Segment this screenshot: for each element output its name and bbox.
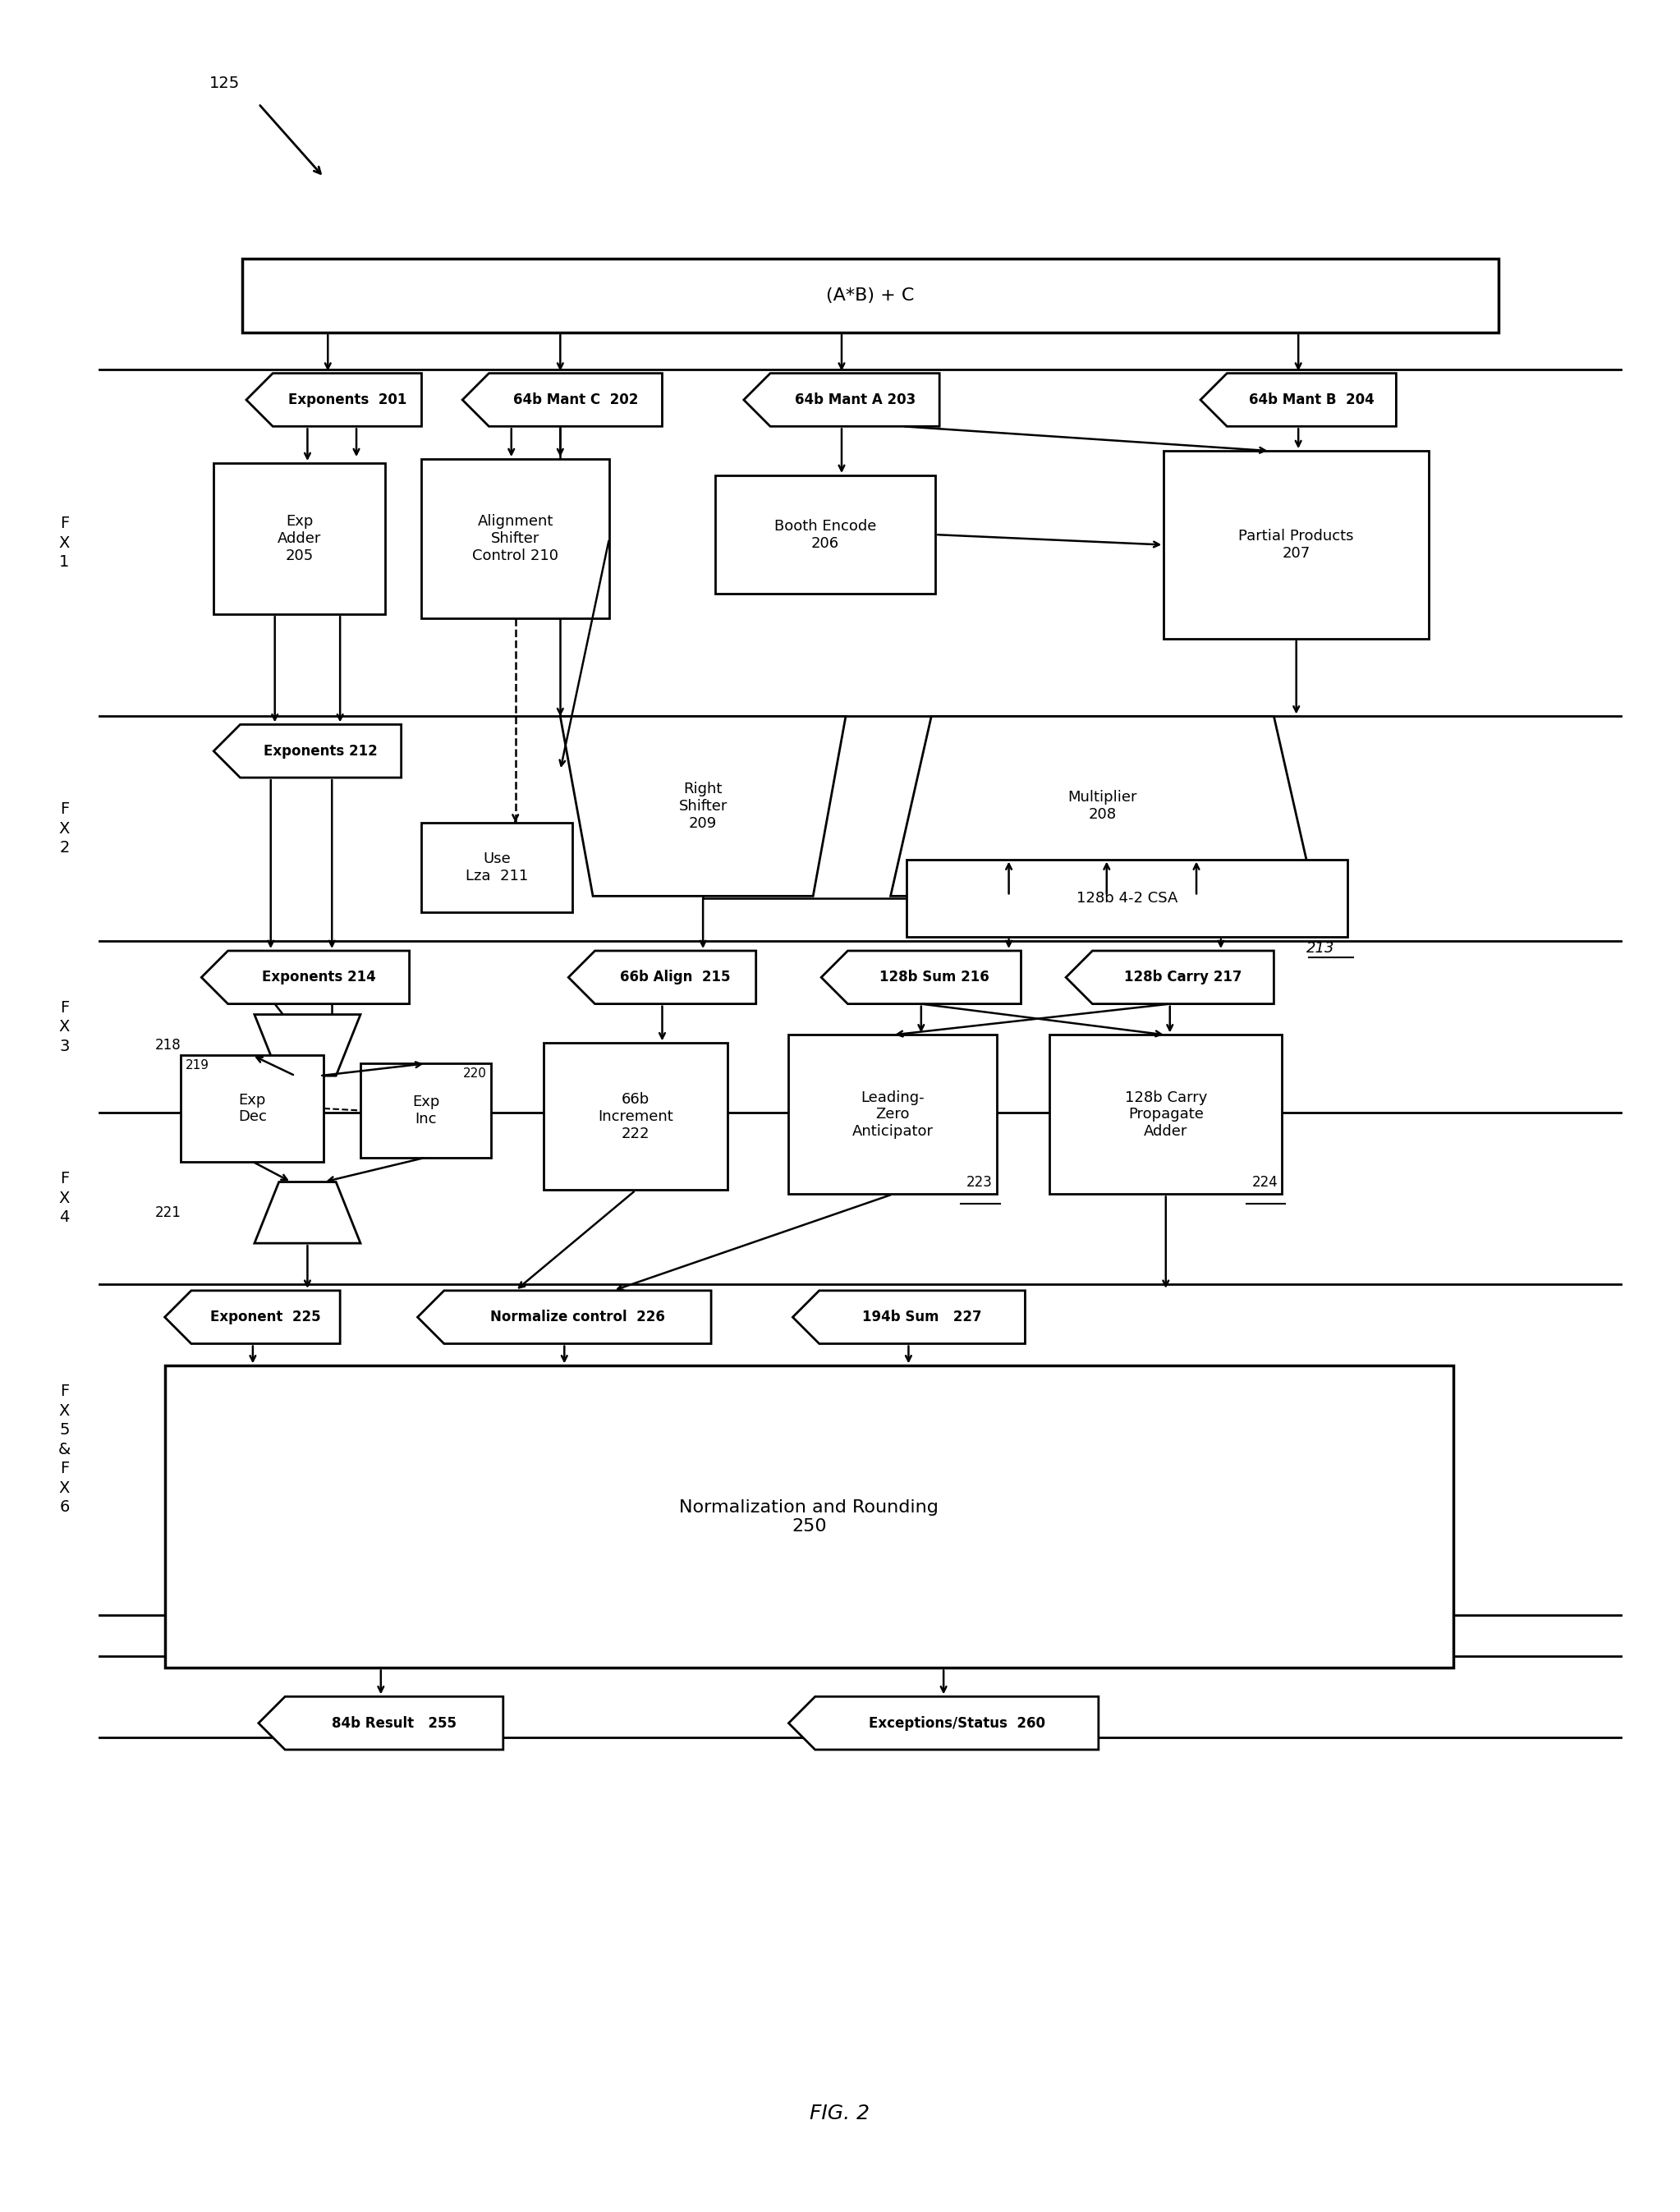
Text: (A*B) + C: (A*B) + C [827, 288, 914, 303]
Text: 218: 218 [155, 1037, 181, 1053]
Bar [1050, 1035, 1282, 1194]
Polygon shape [254, 1015, 361, 1075]
Text: 128b Sum 216: 128b Sum 216 [880, 969, 990, 984]
Text: F
X
1: F X 1 [59, 515, 71, 571]
Polygon shape [890, 717, 1315, 896]
Polygon shape [1201, 374, 1396, 427]
Text: Exceptions/Status  260: Exceptions/Status 260 [869, 1717, 1045, 1730]
Text: Normalization and Rounding
250: Normalization and Rounding 250 [679, 1500, 939, 1535]
Text: Exponent  225: Exponent 225 [210, 1310, 321, 1325]
Text: 64b Mant C  202: 64b Mant C 202 [512, 392, 638, 407]
Bar [213, 462, 385, 615]
Text: 219: 219 [185, 1060, 208, 1073]
Bar [242, 259, 1499, 332]
Text: 128b 4-2 CSA: 128b 4-2 CSA [1077, 891, 1178, 905]
Text: Leading-
Zero
Anticipator: Leading- Zero Anticipator [852, 1091, 934, 1139]
Text: F
X
3: F X 3 [59, 1000, 71, 1053]
Polygon shape [462, 374, 662, 427]
Text: 128b Carry
Propagate
Adder: 128b Carry Propagate Adder [1124, 1091, 1206, 1139]
Polygon shape [788, 1697, 1099, 1750]
Bar [544, 1044, 727, 1190]
Text: 221: 221 [155, 1206, 181, 1221]
Text: 194b Sum   227: 194b Sum 227 [862, 1310, 981, 1325]
Text: Right
Shifter
209: Right Shifter 209 [679, 781, 727, 832]
Text: FIG. 2: FIG. 2 [810, 2104, 870, 2124]
Text: 224: 224 [1252, 1175, 1278, 1190]
Bar [1164, 451, 1428, 639]
Bar [165, 1365, 1453, 1668]
Text: 223: 223 [966, 1175, 993, 1190]
Bar [181, 1055, 324, 1161]
Polygon shape [202, 951, 410, 1004]
Polygon shape [568, 951, 756, 1004]
Text: Alignment
Shifter
Control 210: Alignment Shifter Control 210 [472, 513, 558, 564]
Bar [422, 823, 573, 911]
Bar [422, 460, 610, 619]
Polygon shape [559, 717, 845, 896]
Polygon shape [165, 1290, 339, 1343]
Text: 220: 220 [464, 1068, 487, 1079]
Polygon shape [259, 1697, 504, 1750]
Bar [788, 1035, 996, 1194]
Text: Exponents 214: Exponents 214 [262, 969, 376, 984]
Text: 125: 125 [210, 75, 240, 91]
Polygon shape [418, 1290, 711, 1343]
Text: Partial Products
207: Partial Products 207 [1238, 529, 1354, 562]
Text: Exp
Inc: Exp Inc [412, 1095, 440, 1126]
Text: Exponents 212: Exponents 212 [264, 743, 378, 759]
Text: 64b Mant A 203: 64b Mant A 203 [795, 392, 916, 407]
Text: F
X
2: F X 2 [59, 801, 71, 856]
Polygon shape [247, 374, 422, 427]
Text: F
X
4: F X 4 [59, 1170, 71, 1225]
Text: 128b Carry 217: 128b Carry 217 [1124, 969, 1242, 984]
Polygon shape [1065, 951, 1273, 1004]
Text: Booth Encode
206: Booth Encode 206 [774, 518, 877, 551]
Text: F
X
5
&
F
X
6: F X 5 & F X 6 [59, 1385, 71, 1515]
Text: Normalize control  226: Normalize control 226 [491, 1310, 665, 1325]
Bar [361, 1064, 491, 1157]
Polygon shape [744, 374, 939, 427]
Text: 213: 213 [1307, 940, 1336, 956]
Text: 64b Mant B  204: 64b Mant B 204 [1248, 392, 1374, 407]
Polygon shape [822, 951, 1021, 1004]
Text: Exponents  201: Exponents 201 [287, 392, 407, 407]
Text: 66b
Increment
222: 66b Increment 222 [598, 1093, 674, 1141]
Text: Exp
Dec: Exp Dec [239, 1093, 267, 1124]
Polygon shape [254, 1181, 361, 1243]
Polygon shape [793, 1290, 1025, 1343]
Polygon shape [213, 726, 402, 779]
Bar [907, 858, 1347, 938]
Text: Exp
Adder
205: Exp Adder 205 [277, 513, 321, 564]
Text: Multiplier
208: Multiplier 208 [1068, 790, 1137, 823]
Bar [716, 476, 936, 593]
Text: 66b Align  215: 66b Align 215 [620, 969, 731, 984]
Text: Use
Lza  211: Use Lza 211 [465, 852, 529, 883]
Text: 84b Result   255: 84b Result 255 [331, 1717, 457, 1730]
